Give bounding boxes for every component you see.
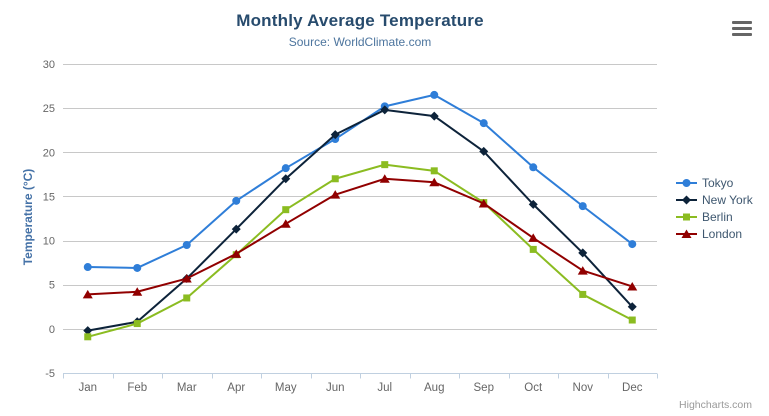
series-marker-new-york[interactable] bbox=[380, 105, 390, 115]
series-line-berlin bbox=[86, 163, 634, 338]
series-marker-berlin[interactable] bbox=[84, 333, 92, 341]
series-marker-tokyo[interactable] bbox=[529, 163, 538, 172]
series-marker-new-york[interactable] bbox=[479, 146, 489, 156]
series-marker-tokyo[interactable] bbox=[628, 240, 637, 249]
legend-item-tokyo[interactable]: Tokyo bbox=[676, 174, 753, 191]
series-marker-london[interactable] bbox=[82, 289, 93, 299]
x-axis-tick-label: Mar bbox=[177, 382, 197, 394]
series-marker-berlin[interactable] bbox=[331, 175, 339, 183]
legend-label: Tokyo bbox=[702, 175, 734, 190]
series-marker-london[interactable] bbox=[478, 198, 489, 208]
series-line-london bbox=[86, 177, 634, 296]
y-axis-tick-label: 15 bbox=[43, 191, 55, 203]
series-line-new-york bbox=[86, 108, 634, 332]
diamond-marker-icon bbox=[682, 195, 691, 204]
series-marker-tokyo[interactable] bbox=[83, 263, 92, 272]
x-axis-tick-label: Dec bbox=[622, 382, 643, 394]
series-marker-tokyo[interactable] bbox=[281, 164, 290, 173]
hamburger-icon bbox=[732, 21, 752, 24]
series-berlin[interactable] bbox=[84, 161, 636, 341]
series-marker-new-york[interactable] bbox=[231, 224, 241, 234]
series-marker-berlin[interactable] bbox=[381, 161, 389, 169]
series-marker-tokyo[interactable] bbox=[133, 263, 142, 272]
export-menu-button[interactable] bbox=[732, 21, 752, 36]
x-axis-tick-label: Aug bbox=[424, 382, 444, 394]
hamburger-icon bbox=[732, 27, 752, 30]
x-axis-tick-label: Jul bbox=[377, 382, 392, 394]
series-tokyo[interactable] bbox=[83, 90, 637, 272]
x-axis-tick-label: Feb bbox=[127, 382, 147, 394]
series-marker-tokyo[interactable] bbox=[182, 240, 191, 249]
series-marker-london[interactable] bbox=[330, 190, 341, 199]
y-axis-tick-label: 10 bbox=[43, 236, 55, 248]
square-marker-icon bbox=[683, 213, 690, 220]
series-marker-berlin[interactable] bbox=[628, 316, 636, 324]
x-axis-tick-label: Jan bbox=[78, 382, 97, 394]
x-axis-tick-label: Jun bbox=[326, 382, 345, 394]
x-axis-tick-label: Oct bbox=[524, 382, 543, 394]
series-marker-new-york[interactable] bbox=[627, 302, 637, 312]
series-marker-tokyo[interactable] bbox=[578, 202, 587, 211]
legend-item-berlin[interactable]: Berlin bbox=[676, 208, 753, 225]
series-marker-berlin[interactable] bbox=[529, 245, 537, 253]
series-marker-berlin[interactable] bbox=[133, 320, 141, 328]
legend-label: New York bbox=[702, 192, 753, 207]
triangle-marker-icon bbox=[676, 229, 697, 238]
y-axis-tick-label: 5 bbox=[49, 280, 55, 292]
hamburger-icon bbox=[732, 33, 752, 36]
series-marker-tokyo[interactable] bbox=[479, 119, 488, 128]
square-marker-icon bbox=[676, 213, 697, 220]
series-marker-new-york[interactable] bbox=[528, 199, 538, 209]
series-marker-london[interactable] bbox=[132, 287, 143, 296]
x-axis-tick-label: May bbox=[275, 382, 297, 394]
series-london[interactable] bbox=[82, 174, 638, 299]
series-marker-new-york[interactable] bbox=[330, 130, 340, 140]
series-marker-berlin[interactable] bbox=[430, 167, 438, 175]
series-marker-berlin[interactable] bbox=[579, 290, 587, 298]
diamond-marker-icon bbox=[676, 195, 697, 204]
x-axis-tick-label: Nov bbox=[573, 382, 594, 394]
series-marker-london[interactable] bbox=[231, 249, 242, 258]
series-marker-london[interactable] bbox=[181, 274, 192, 283]
series-marker-berlin[interactable] bbox=[183, 294, 191, 302]
series-marker-new-york[interactable] bbox=[429, 111, 439, 121]
series-marker-new-york[interactable] bbox=[83, 326, 93, 336]
triangle-marker-icon bbox=[681, 229, 692, 238]
y-axis-tick-label: 25 bbox=[43, 103, 55, 115]
x-axis-tick-label: Apr bbox=[227, 382, 245, 394]
series-marker-berlin[interactable] bbox=[282, 206, 290, 214]
chart-title: Monthly Average Temperature bbox=[236, 11, 484, 30]
series-marker-london[interactable] bbox=[379, 174, 390, 183]
series-marker-london[interactable] bbox=[528, 233, 539, 242]
series-marker-london[interactable] bbox=[577, 266, 588, 275]
series-marker-new-york[interactable] bbox=[578, 248, 588, 258]
chart-subtitle: Source: WorldClimate.com bbox=[288, 35, 432, 49]
highcharts-credit-link[interactable]: Highcharts.com bbox=[679, 399, 752, 411]
x-axis-tick-label: Sep bbox=[474, 382, 494, 394]
series-marker-london[interactable] bbox=[280, 219, 291, 228]
y-axis-tick-label: 0 bbox=[49, 324, 55, 336]
series-marker-london[interactable] bbox=[429, 177, 440, 187]
series-marker-london[interactable] bbox=[627, 281, 638, 291]
y-axis-tick-label: 20 bbox=[43, 147, 55, 159]
series-marker-new-york[interactable] bbox=[281, 174, 291, 184]
y-axis-tick-label: 30 bbox=[43, 59, 55, 71]
y-axis-tick-label: -5 bbox=[45, 368, 55, 380]
circle-marker-icon bbox=[682, 178, 691, 187]
legend-label: Berlin bbox=[702, 209, 733, 224]
circle-marker-icon bbox=[676, 178, 697, 187]
legend-item-london[interactable]: London bbox=[676, 225, 753, 242]
series-new-york[interactable] bbox=[83, 105, 637, 336]
series-marker-tokyo[interactable] bbox=[430, 90, 439, 99]
legend-label: London bbox=[702, 226, 743, 241]
legend: Tokyo New York Berlin London bbox=[676, 174, 753, 242]
legend-item-new-york[interactable]: New York bbox=[676, 191, 753, 208]
series-marker-tokyo[interactable] bbox=[232, 196, 241, 205]
y-axis-title: Temperature (°C) bbox=[21, 168, 35, 266]
